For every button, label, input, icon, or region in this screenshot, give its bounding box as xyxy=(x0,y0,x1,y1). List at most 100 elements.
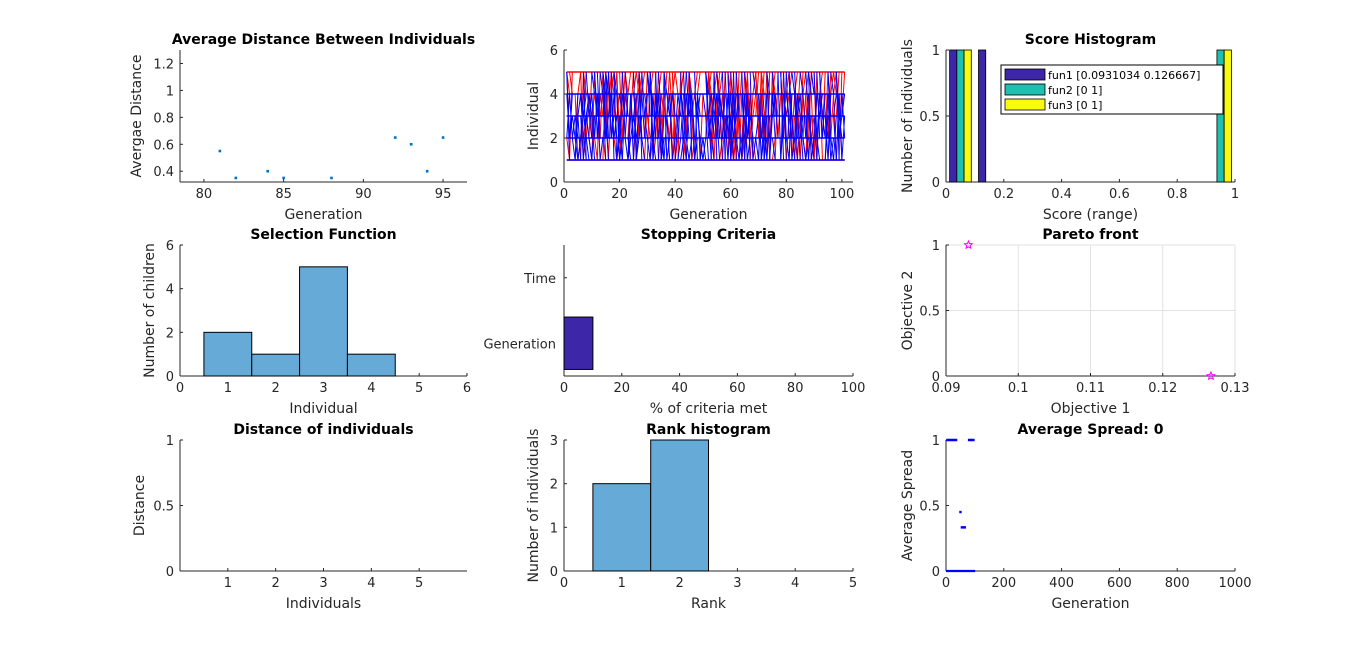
x-tick-label: 800 xyxy=(1165,576,1190,591)
y-tick-label: 0.5 xyxy=(919,305,940,320)
genealogy-line xyxy=(682,71,687,139)
genealogy-line xyxy=(796,93,801,117)
genealogy-line xyxy=(833,93,837,117)
genealogy-line xyxy=(738,137,743,161)
x-tick-label: 0 xyxy=(176,381,184,396)
y-tick-label: 0 xyxy=(932,565,940,580)
x-tick-label: 0.1 xyxy=(1008,381,1029,396)
data-point xyxy=(967,438,971,442)
x-tick-label: 200 xyxy=(991,576,1016,591)
genealogy-line xyxy=(605,115,609,139)
x-tick-label: 0 xyxy=(942,187,950,202)
histogram-bar xyxy=(346,353,396,377)
chart-title: Selection Function xyxy=(250,227,396,243)
genealogy-line xyxy=(763,93,768,161)
y-tick-label: 1 xyxy=(550,521,558,536)
chart-pareto: 0.09 0.1 0.11 0.12 0.13 0 0.5 1 Pareto front Obje… xyxy=(900,227,1249,417)
genealogy-line xyxy=(752,137,757,161)
data-point xyxy=(954,438,958,442)
genealogy-line xyxy=(708,93,712,117)
genealogy-line xyxy=(760,71,765,95)
genealogy-line xyxy=(816,93,821,161)
chart-title: Average Distance Between Individuals xyxy=(172,32,475,48)
y-tick-label: 1 xyxy=(932,239,940,254)
data-point xyxy=(409,142,413,146)
genealogy-line xyxy=(594,137,598,161)
y-tick-label: 6 xyxy=(550,44,558,59)
legend-label: fun3 [0 1] xyxy=(1048,99,1102,112)
data-point xyxy=(962,526,965,529)
x-tick-label: 3 xyxy=(733,576,741,591)
genealogy-line xyxy=(577,71,582,95)
genealogy-line xyxy=(738,93,743,161)
genealogy-line xyxy=(616,93,621,161)
x-tick-label: 0 xyxy=(942,576,950,591)
x-axis-label: Objective 1 xyxy=(1051,401,1131,417)
genealogy-line xyxy=(735,137,740,161)
genealogy-line xyxy=(819,93,823,117)
chart-avgspread: 0 200 400 600 800 1000 0 0.5 1 Average Spread: 0 G… xyxy=(900,422,1252,612)
genealogy-line xyxy=(830,137,835,161)
data-point xyxy=(282,176,285,180)
genealogy-line xyxy=(771,93,776,117)
genealogy-line xyxy=(802,137,807,161)
genealogy-line xyxy=(657,71,662,95)
genealogy-line xyxy=(680,137,684,161)
genealogy-line xyxy=(710,137,715,161)
y-tick-label: 1 xyxy=(166,84,174,99)
histogram-bar xyxy=(650,439,710,572)
genealogy-line xyxy=(816,71,821,139)
genealogy-line xyxy=(655,93,659,117)
genealogy-line xyxy=(580,93,584,117)
genealogy-line xyxy=(733,93,737,117)
x-tick-label: 4 xyxy=(367,381,375,396)
x-tick-label: 40 xyxy=(667,187,684,202)
data-point xyxy=(441,136,445,139)
x-tick-label: 0 xyxy=(560,381,568,396)
x-tick-label: 2 xyxy=(675,576,683,591)
genealogy-line xyxy=(599,71,604,95)
genealogy-line xyxy=(596,93,601,161)
genealogy-line xyxy=(646,137,651,161)
x-tick-label: 0.12 xyxy=(1148,381,1177,396)
x-axis-label: Rank xyxy=(691,596,727,612)
data-point xyxy=(949,438,952,442)
x-tick-label: 40 xyxy=(671,381,688,396)
x-tick-label: 100 xyxy=(829,187,854,202)
histogram-bar xyxy=(978,49,987,183)
histogram-bar xyxy=(956,49,965,183)
chart-title: Stopping Criteria xyxy=(641,227,776,243)
chart-avgdist: 80 85 90 95 0.4 0.6 0.8 1 1.2 Average Distance Be… xyxy=(129,32,475,223)
x-tick-label: 20 xyxy=(611,187,628,202)
genealogy-line xyxy=(588,93,593,117)
data-point xyxy=(393,136,397,139)
y-tick-label: 0.8 xyxy=(153,111,174,126)
genealogy-line xyxy=(785,137,790,161)
x-tick-label: 0.09 xyxy=(932,381,961,396)
x-tick-label: 80 xyxy=(787,381,804,396)
y-tick-label: 0 xyxy=(932,370,940,385)
y-tick-label: Generation xyxy=(483,337,556,352)
genealogy-line xyxy=(641,71,646,95)
genealogy-line xyxy=(688,137,693,161)
genealogy-line xyxy=(599,71,604,139)
genealogy-line xyxy=(571,115,576,139)
genealogy-line xyxy=(638,71,643,139)
genealogy-line xyxy=(685,71,690,139)
y-tick-label: 1 xyxy=(932,434,940,449)
genealogy-line xyxy=(585,137,590,161)
genealogy-line xyxy=(699,137,704,161)
histogram-bar xyxy=(1223,49,1232,183)
x-axis-label: Generation xyxy=(1051,596,1129,612)
chart-title: Pareto front xyxy=(1042,227,1138,243)
genealogy-line xyxy=(841,93,846,117)
genealogy-line xyxy=(605,71,609,95)
data-point xyxy=(952,438,955,442)
genealogy-line xyxy=(671,93,676,161)
genealogy-line xyxy=(810,71,815,95)
y-tick-label: 0 xyxy=(166,565,174,580)
genealogy-line xyxy=(794,93,798,161)
genealogy-line xyxy=(585,115,590,139)
genealogy-line xyxy=(621,93,626,161)
